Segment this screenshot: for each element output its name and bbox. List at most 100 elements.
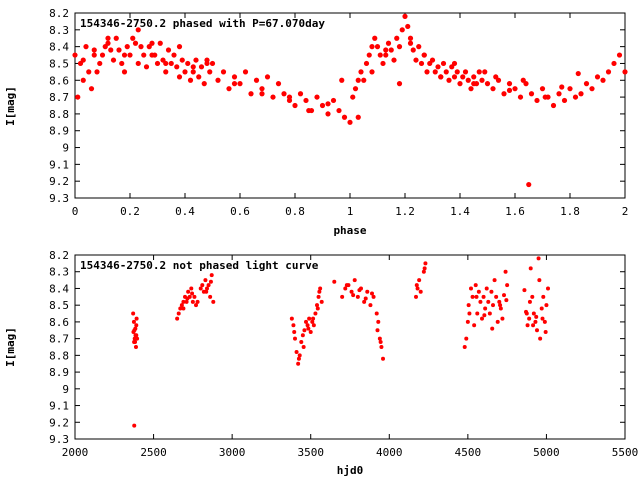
phased-data-point — [187, 77, 194, 83]
phased-data-point — [143, 64, 150, 70]
unphased-data-point — [504, 298, 509, 303]
unphased-plot-title: 154346-2750.2 not phased light curve — [80, 259, 319, 272]
unphased-data-point — [203, 278, 208, 283]
phased-data-point — [259, 91, 265, 97]
phased-y-tick-label: 8.4 — [49, 41, 69, 54]
phased-data-point — [121, 52, 128, 58]
unphased-data-point — [190, 291, 195, 296]
phased-data-point — [105, 40, 111, 46]
phased-data-point — [149, 40, 155, 46]
unphased-x-tick-label: 5500 — [612, 446, 639, 459]
phased-data-point — [418, 60, 425, 67]
phased-data-point — [297, 91, 304, 97]
unphased-data-point — [505, 283, 510, 288]
phased-data-point — [611, 60, 617, 67]
unphased-data-point — [190, 299, 195, 304]
unphased-data-point — [313, 311, 318, 316]
unphased-data-point — [192, 294, 197, 299]
phased-data-point — [352, 86, 359, 92]
phased-data-point — [163, 60, 169, 67]
unphased-data-point — [198, 286, 203, 291]
phased-data-point — [88, 86, 95, 92]
phased-data-point — [319, 102, 326, 109]
unphased-data-point — [502, 293, 506, 298]
phased-data-point — [410, 47, 416, 53]
phased-data-point — [594, 74, 601, 80]
unphased-data-point — [379, 345, 384, 349]
phased-data-point — [193, 57, 199, 63]
phased-data-point — [443, 69, 449, 75]
unphased-data-point — [296, 356, 301, 361]
phased-data-point — [264, 74, 271, 80]
unphased-data-point — [469, 286, 473, 291]
unphased-data-point — [305, 323, 310, 328]
unphased-data-point — [209, 273, 214, 278]
phased-data-point — [141, 52, 147, 58]
phased-data-point — [407, 35, 414, 41]
phased-x-ticks: 0 0.2 0.4 0.6 0.8 1 1.2 1.4 1.6 1.8 2 — [72, 13, 628, 218]
unphased-x-tick-label: 2000 — [62, 446, 89, 459]
phased-y-tick-label: 8.6 — [49, 74, 69, 87]
unphased-data-point — [292, 329, 297, 334]
phased-data-point — [135, 27, 141, 33]
phased-data-point — [149, 52, 155, 58]
phased-data-point — [432, 69, 438, 75]
unphased-data-point — [306, 326, 311, 331]
phased-data-point — [460, 74, 466, 80]
unphased-data-point — [304, 319, 308, 324]
unphased-y-tick-label: 8.5 — [49, 299, 69, 312]
unphased-data-point — [528, 266, 533, 271]
unphased-data-point — [351, 293, 356, 298]
phased-data-point — [124, 44, 130, 50]
phased-data-point — [490, 86, 496, 92]
phased-data-point — [355, 77, 361, 83]
unphased-data-point — [544, 303, 549, 308]
phased-data-point — [347, 119, 353, 125]
phased-y-tick-label: 9 — [62, 142, 69, 155]
unphased-data-point — [200, 283, 205, 288]
phased-data-point — [91, 52, 97, 58]
unphased-data-point — [349, 289, 354, 294]
unphased-data-point — [465, 319, 470, 324]
phased-data-point — [135, 60, 141, 67]
phased-data-point — [399, 27, 405, 33]
unphased-data-point — [480, 316, 484, 321]
unphased-data-point — [185, 296, 190, 301]
phased-data-point — [407, 40, 414, 46]
unphased-data-point — [381, 356, 385, 361]
phased-data-point — [182, 69, 188, 75]
phased-data-point — [99, 52, 106, 58]
phased-data-point — [325, 111, 331, 117]
unphased-data-point — [478, 299, 483, 304]
unphased-data-point — [178, 306, 183, 311]
unphased-data-point — [484, 286, 489, 291]
unphased-data-point — [296, 361, 301, 366]
phased-data-points — [72, 13, 628, 188]
unphased-y-axis-label: I[mag] — [4, 327, 17, 367]
unphased-data-point — [370, 291, 374, 296]
unphased-y-tick-label: 8.4 — [49, 282, 69, 295]
unphased-data-point — [414, 294, 418, 299]
phased-data-point — [457, 81, 463, 87]
phased-data-point — [237, 81, 243, 87]
unphased-data-point — [534, 314, 539, 319]
unphased-x-tick-label: 2500 — [140, 446, 167, 459]
phased-data-point — [127, 52, 133, 58]
phased-data-point — [72, 52, 78, 58]
unphased-data-point — [462, 345, 467, 349]
phased-y-tick-label: 8.9 — [49, 125, 69, 138]
unphased-x-tick-label: 3000 — [219, 446, 246, 459]
unphased-data-point — [175, 316, 180, 321]
unphased-data-point — [540, 316, 545, 321]
unphased-y-tick-label: 8.7 — [49, 333, 69, 346]
phased-x-tick-label: 0.8 — [285, 205, 305, 218]
phased-y-ticks: 8.2 8.3 8.4 8.5 8.6 8.7 8.8 8.9 9 9.1 9.2 9.3 — [49, 7, 625, 205]
unphased-data-point — [537, 278, 542, 283]
unphased-data-point — [307, 316, 312, 321]
phased-data-point — [253, 77, 260, 83]
unphased-data-point — [365, 289, 370, 294]
unphased-data-point — [289, 316, 294, 321]
phased-data-point — [86, 69, 92, 75]
